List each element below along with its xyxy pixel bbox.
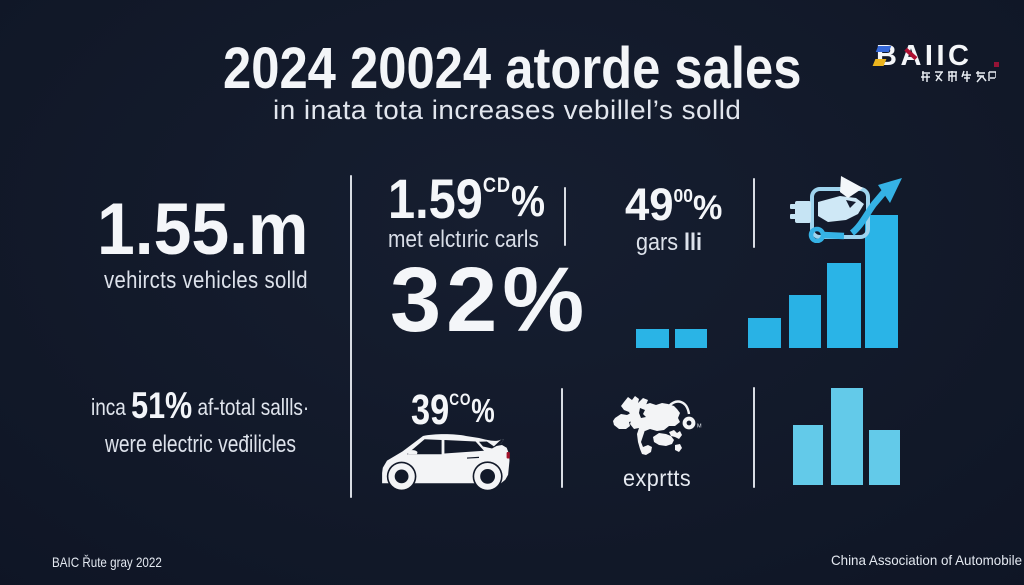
svg-text:M: M: [697, 424, 702, 430]
